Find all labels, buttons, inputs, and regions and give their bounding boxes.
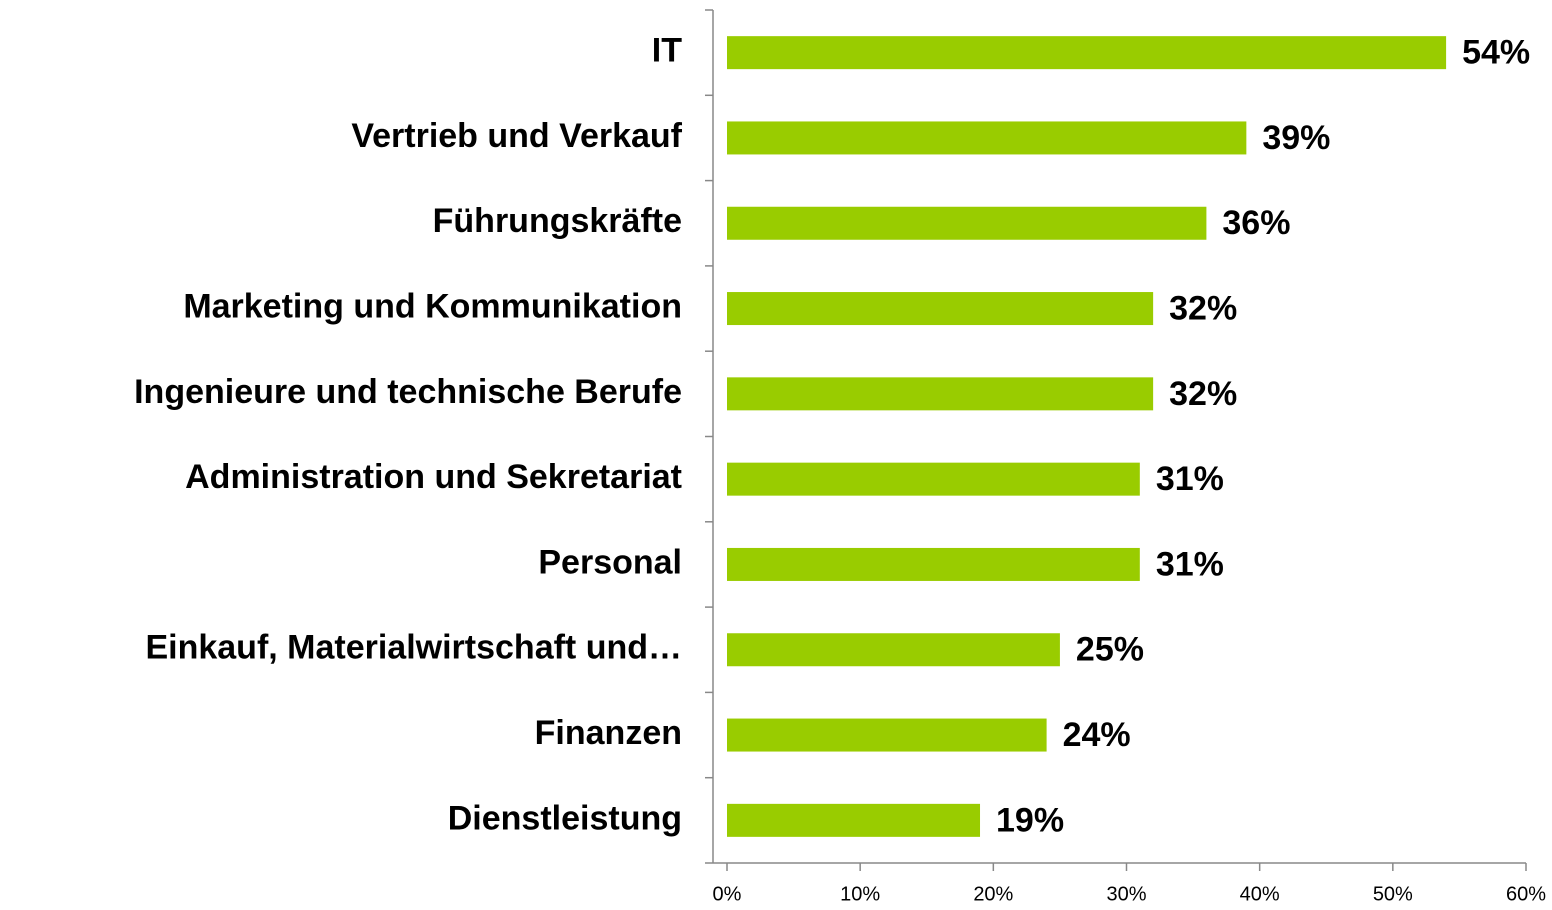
bar xyxy=(727,718,1047,752)
bar xyxy=(727,547,1140,581)
category-label: IT xyxy=(652,32,682,70)
category-label: Marketing und Kommunikation xyxy=(183,288,682,326)
category-label: Führungskräfte xyxy=(433,202,682,240)
bar xyxy=(727,36,1447,70)
category-label: Ingenieure und technische Berufe xyxy=(134,373,682,411)
bar xyxy=(727,292,1154,326)
x-tick-label: 20% xyxy=(973,883,1013,905)
data-label: 36% xyxy=(1222,204,1290,242)
x-tick-label: 60% xyxy=(1506,883,1546,905)
bar xyxy=(727,633,1060,667)
data-label: 39% xyxy=(1262,119,1330,157)
category-label: Finanzen xyxy=(535,714,682,752)
data-label: 32% xyxy=(1169,290,1237,328)
x-tick-label: 50% xyxy=(1373,883,1413,905)
bar xyxy=(727,462,1140,496)
category-label: Einkauf, Materialwirtschaft und… xyxy=(145,629,682,667)
bar xyxy=(727,803,981,837)
data-label: 54% xyxy=(1462,34,1530,72)
data-label: 31% xyxy=(1156,460,1224,498)
category-label: Personal xyxy=(538,543,682,581)
x-tick-label: 30% xyxy=(1106,883,1146,905)
x-tick-label: 0% xyxy=(713,883,742,905)
bar xyxy=(727,206,1207,240)
bar xyxy=(727,377,1154,411)
category-label: Dienstleistung xyxy=(448,799,682,837)
data-label: 32% xyxy=(1169,375,1237,413)
bar xyxy=(727,121,1247,155)
data-label: 31% xyxy=(1156,545,1224,583)
data-label: 24% xyxy=(1063,716,1131,754)
x-tick-label: 40% xyxy=(1240,883,1280,905)
x-tick-label: 10% xyxy=(840,883,880,905)
data-label: 25% xyxy=(1076,631,1144,669)
category-label: Vertrieb und Verkauf xyxy=(351,117,682,155)
category-label: Administration und Sekretariat xyxy=(185,458,682,496)
data-label: 19% xyxy=(996,801,1064,839)
